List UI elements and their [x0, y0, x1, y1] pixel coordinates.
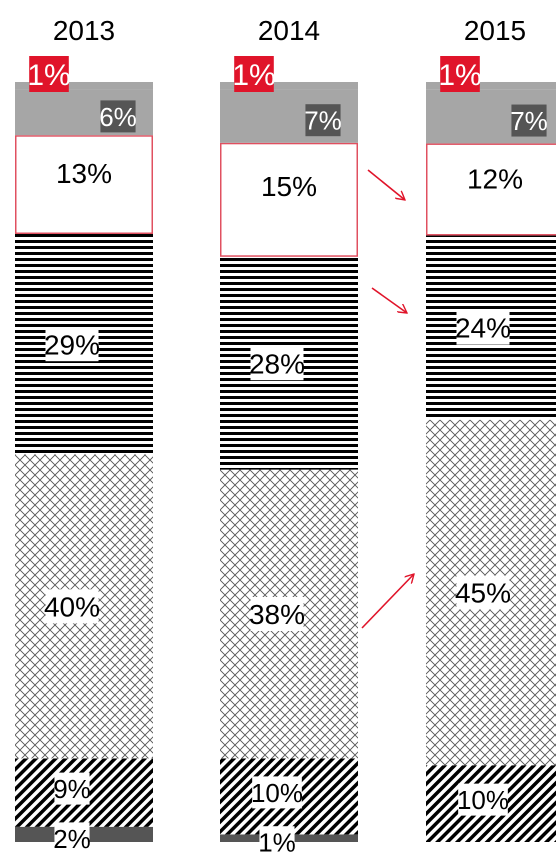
svg-text:12%: 12% [467, 164, 523, 195]
svg-text:7%: 7% [304, 106, 342, 136]
data-label-2014-crosshatch: 38% [249, 597, 305, 631]
svg-text:15%: 15% [261, 171, 317, 202]
svg-text:1%: 1% [258, 828, 296, 854]
data-label-2013-horizontal-lines: 29% [44, 327, 100, 362]
data-label-2015-red-badge: 1% [438, 56, 482, 92]
data-label-2014-red-badge: 1% [232, 56, 276, 92]
data-label-2015-white-red-border: 12% [467, 164, 523, 195]
svg-text:6%: 6% [99, 102, 137, 132]
data-label-2014-white-red-border: 15% [261, 171, 317, 202]
bar-segment-2015-red-badge [426, 82, 556, 90]
annotation-arrow-crosshatch [361, 574, 414, 629]
data-label-2014-dark: 1% [258, 826, 296, 854]
data-label-2014-horizontal-lines: 28% [249, 346, 305, 381]
bar-segment-2014-white-red-border [220, 142, 358, 257]
annotation-arrow-horizontal-lines [371, 287, 407, 313]
svg-text:7%: 7% [510, 106, 548, 136]
data-label-2015-crosshatch: 45% [455, 575, 511, 610]
svg-text:1%: 1% [27, 59, 70, 92]
svg-text:45%: 45% [455, 578, 511, 609]
data-label-2013-red-badge: 1% [27, 56, 71, 92]
data-label-2014-diagonal: 10% [251, 776, 303, 809]
data-label-2015-gray: 7% [510, 104, 548, 137]
bar-segment-2014-red-badge [220, 82, 358, 90]
data-label-2013-crosshatch: 40% [44, 589, 100, 624]
svg-text:2%: 2% [53, 824, 91, 854]
data-label-2015-horizontal-lines: 24% [455, 310, 511, 345]
svg-text:38%: 38% [249, 599, 305, 630]
data-label-2014-gray: 7% [304, 104, 342, 137]
bar-segment-2013-white-red-border [15, 135, 153, 234]
svg-text:28%: 28% [249, 348, 305, 379]
svg-text:1%: 1% [232, 59, 275, 92]
svg-text:40%: 40% [44, 591, 100, 622]
svg-text:9%: 9% [53, 774, 91, 804]
bar-segment-2013-red-badge [15, 82, 153, 90]
svg-text:13%: 13% [56, 158, 112, 189]
svg-text:10%: 10% [251, 778, 303, 808]
category-label-2015: 2015 [464, 15, 526, 46]
svg-text:24%: 24% [455, 313, 511, 344]
data-label-2013-dark: 2% [53, 822, 91, 854]
category-label-2013: 2013 [53, 15, 115, 46]
svg-text:10%: 10% [457, 785, 509, 815]
bar-segment-2015-white-red-border [426, 143, 556, 236]
data-label-2015-diagonal: 10% [457, 783, 509, 816]
data-label-2013-diagonal: 9% [53, 772, 91, 805]
svg-text:29%: 29% [44, 329, 100, 360]
category-label-2014: 2014 [258, 15, 320, 46]
svg-text:1%: 1% [438, 59, 481, 92]
data-label-2013-gray: 6% [99, 100, 137, 133]
data-label-2013-white-red-border: 13% [56, 158, 112, 189]
annotation-arrow-white-red-border [367, 169, 405, 200]
